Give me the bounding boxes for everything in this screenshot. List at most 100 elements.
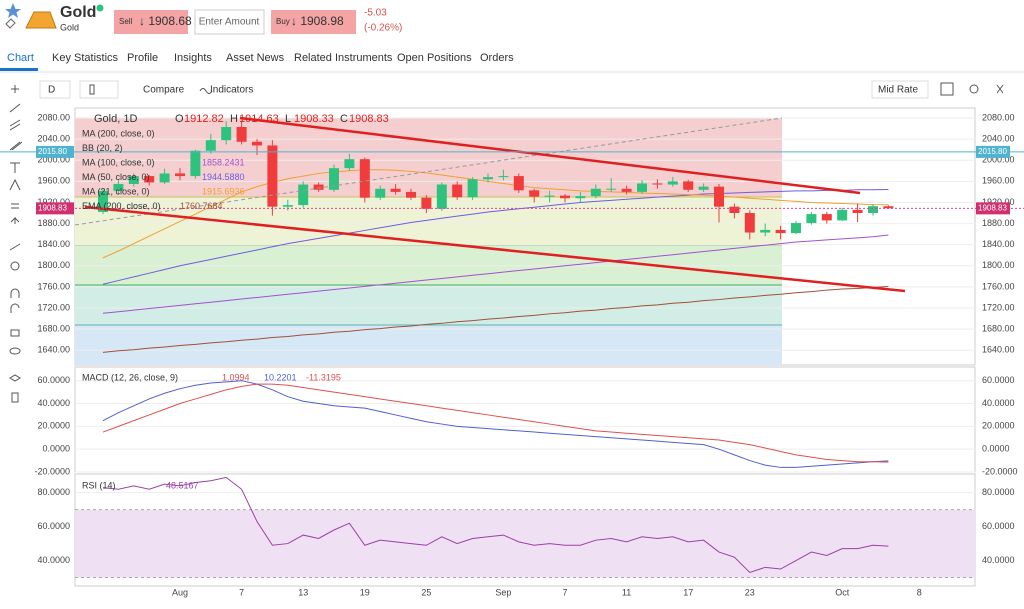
price-flag: [976, 202, 1010, 215]
candle-body: [775, 229, 786, 234]
ohlc-value: 1908.83: [349, 113, 389, 125]
favorite-star[interactable]: [5, 3, 21, 18]
tab[interactable]: Related Instruments: [294, 52, 393, 64]
y-tick-label: 1880.00: [982, 218, 1015, 228]
y-tick-label: 1640.00: [37, 345, 70, 355]
candle-body: [852, 209, 863, 214]
alert-icon[interactable]: [5, 18, 16, 29]
ohlc-label: O: [175, 113, 184, 125]
tab[interactable]: Profile: [127, 52, 158, 64]
tab[interactable]: Key Statistics: [52, 52, 119, 64]
indicator-legend-value: 1858.2431: [202, 157, 245, 167]
ohlc-label: H: [230, 113, 238, 125]
indicator-legend: MA (200, close, 0): [82, 128, 155, 138]
candle-body: [868, 206, 878, 214]
y-tick-label: 1720.00: [982, 302, 1015, 312]
indicator-legend: BB (20, 2): [82, 143, 123, 153]
price-flag-label: 1908.83: [978, 203, 1007, 212]
candle-body: [436, 184, 447, 209]
y-tick-label: 20.0000: [982, 421, 1015, 431]
candle-body: [329, 168, 339, 190]
chart-type-icon: [89, 84, 95, 95]
y-tick-label: 2080.00: [982, 112, 1015, 122]
candle-body: [175, 173, 185, 177]
buy-price: ↓ 1908.98: [291, 14, 344, 28]
rate-select[interactable]: [871, 80, 929, 99]
interval: D: [48, 85, 55, 96]
y-tick-label: 60.0000: [982, 375, 1015, 385]
rate: Mid Rate: [878, 85, 918, 96]
chart-type-select[interactable]: [79, 80, 119, 99]
candle-body: [144, 176, 155, 183]
candle-body: [714, 186, 724, 207]
candle-body: [267, 145, 278, 207]
settings-icon[interactable]: [969, 84, 979, 94]
indicator-legend: MA (50, close, 0): [82, 172, 150, 182]
candle-body: [390, 188, 401, 192]
x-tick-label: 17: [683, 587, 693, 597]
sell-price: ↓ 1908.68: [139, 14, 192, 28]
macd-panel: [74, 366, 976, 473]
ohlc-value: 1912.82: [184, 113, 224, 125]
interval-select[interactable]: [39, 80, 71, 99]
tab[interactable]: Open Positions: [397, 52, 472, 64]
x-tick-label: 7: [239, 587, 244, 597]
tab[interactable]: Insights: [174, 52, 212, 64]
ohlc-value: 1908.33: [294, 113, 334, 125]
x-tick-label: 25: [421, 587, 431, 597]
active-tab-underline: [0, 68, 38, 71]
indicator-legend: MA (21, close, 0): [82, 186, 150, 196]
indicator-legend-value: 1760.7684: [180, 201, 223, 211]
y-tick-label: 80.0000: [982, 487, 1015, 497]
amount-input[interactable]: [194, 9, 265, 35]
macd-legend: MACD (12, 26, close, 9): [82, 372, 178, 382]
candle-body: [621, 188, 632, 192]
price-flag-label: 2015.80: [978, 147, 1007, 156]
sell-button[interactable]: [114, 10, 188, 34]
candle-body: [590, 188, 601, 197]
macd-legend-value: -11.3195: [306, 372, 341, 382]
candle-body: [652, 183, 663, 185]
drawing-tools[interactable]: [9, 85, 23, 403]
candle-body: [821, 214, 832, 221]
y-tick-label: 20.0000: [37, 421, 70, 431]
indicator-legend-value: 1944.5880: [202, 172, 245, 182]
price-flag-label: 1908.83: [38, 203, 67, 212]
candle-body: [529, 190, 540, 197]
y-tick-label: 1840.00: [37, 239, 70, 249]
price-flag: [976, 145, 1010, 158]
y-tick-label: 40.0000: [37, 555, 70, 565]
candle-body: [575, 196, 586, 199]
fib-retracement: [75, 118, 782, 365]
ohlc-label: L: [285, 113, 291, 125]
candle-body: [205, 140, 216, 151]
fullscreen-icon[interactable]: [996, 84, 1004, 94]
rsi-legend-value: 48.5167: [166, 480, 199, 490]
candle-body: [313, 184, 324, 190]
indicator-line: [102, 380, 889, 468]
x-tick-label: Oct: [835, 587, 850, 597]
y-tick-label: 2040.00: [37, 134, 70, 144]
candle-body: [98, 190, 108, 212]
toggle-box[interactable]: [940, 82, 954, 96]
price-change-pct: (-0.26%): [364, 23, 402, 34]
tab[interactable]: Chart: [7, 52, 34, 64]
x-tick-label: Sep: [495, 587, 511, 597]
buy-button[interactable]: [271, 10, 356, 34]
indicator-line: [102, 188, 889, 285]
y-tick-label: 60.0000: [37, 375, 70, 385]
tab[interactable]: Orders: [480, 52, 514, 64]
trend-lines: [74, 116, 906, 293]
price-flag: [36, 202, 74, 215]
y-tick-label: 1640.00: [982, 345, 1015, 355]
tab[interactable]: Asset News: [226, 52, 285, 64]
candle-body: [683, 181, 694, 190]
compare[interactable]: Compare: [143, 85, 185, 96]
candle-body: [744, 213, 755, 233]
y-tick-label: 1800.00: [37, 260, 70, 270]
y-tick-label: 80.0000: [37, 487, 70, 497]
y-tick-label: -20.0000: [34, 466, 70, 476]
x-tick-label: 11: [622, 587, 631, 597]
indicators[interactable]: Indicators: [210, 85, 253, 96]
candle-body: [606, 188, 617, 190]
